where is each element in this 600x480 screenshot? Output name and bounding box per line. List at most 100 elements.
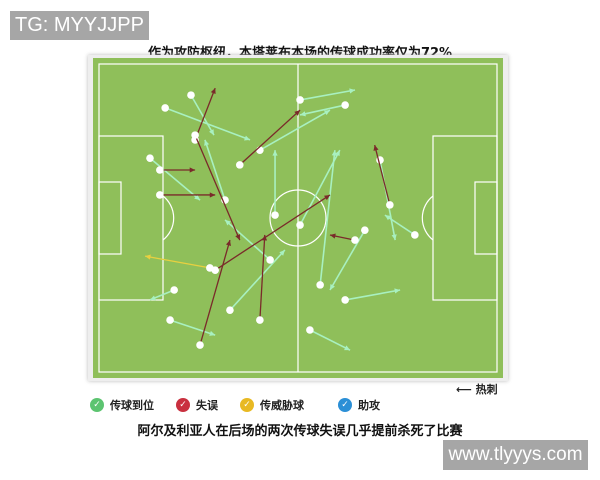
legend-key: ✓ 传威胁球 [240, 397, 304, 413]
right-penalty-arc [421, 195, 434, 241]
legend-label: 传球到位 [110, 399, 154, 412]
pass-origin [156, 166, 164, 174]
legend-miss: ✓ 失误 [176, 397, 218, 413]
pass-miss [214, 194, 331, 271]
site-watermark: www.tlyyys.com [443, 440, 588, 470]
legend-success: ✓ 传球到位 [90, 397, 154, 413]
pass-miss [194, 87, 216, 141]
pass-arrowhead [373, 145, 379, 151]
legend-label: 失误 [196, 399, 218, 412]
pass-miss [239, 109, 301, 166]
pass-origin [361, 226, 369, 234]
pass-miss [259, 234, 266, 321]
pass-arrowhead [391, 234, 397, 241]
pass-arrowhead [329, 233, 336, 239]
pass-key [144, 255, 210, 269]
pass-origin [206, 264, 214, 272]
pass-origin [187, 91, 195, 99]
center-circle [269, 189, 327, 247]
pass-arrowhead [344, 345, 351, 351]
pass-origin [341, 101, 349, 109]
pass-success [384, 214, 416, 236]
pass-success [164, 107, 251, 141]
pass-arrowhead [279, 250, 285, 256]
check-icon: ✓ [176, 398, 190, 412]
pass-arrowhead [329, 284, 335, 290]
check-icon: ✓ [90, 398, 104, 412]
pass-success [190, 94, 215, 136]
pass-arrowhead [384, 215, 391, 221]
pass-origin [170, 286, 178, 294]
pass-arrowhead [272, 150, 278, 156]
check-icon: ✓ [240, 398, 254, 412]
pass-arrowhead [194, 194, 201, 201]
pass-arrowhead [300, 111, 306, 117]
pass-success [149, 157, 201, 201]
pass-arrowhead [349, 88, 355, 94]
pass-success [169, 319, 216, 336]
legend-label: 助攻 [358, 399, 380, 412]
legend: ✓ 传球到位 ✓ 失误 ✓ 传威胁球 ✓ 助攻 [90, 397, 402, 413]
pass-arrowhead [261, 234, 268, 241]
pass-arrowhead [209, 330, 216, 336]
pass-origin [351, 236, 359, 244]
pass-origin [306, 326, 314, 334]
pass-success [329, 229, 366, 291]
pass-origin [296, 221, 304, 229]
pass-arrowhead [145, 254, 151, 260]
pass-arrowhead [294, 110, 301, 116]
caption: 阿尔及利亚人在后场的两次传球失误几乎提前杀死了比赛 [137, 424, 463, 439]
pass-arrowhead [204, 139, 210, 146]
left-goal-area [98, 181, 122, 255]
pass-arrowhead [323, 110, 330, 116]
pass-origin [161, 104, 169, 112]
pass-origin [256, 316, 264, 324]
pass-success [319, 150, 336, 285]
pass-arrowhead [334, 150, 340, 157]
pass-origin [386, 201, 394, 209]
pass-origin [411, 231, 419, 239]
pass-origin [166, 316, 174, 324]
watermark: TG: MYYJJPP [10, 11, 149, 40]
left-penalty-arc [162, 195, 175, 241]
legend-label: 传威胁球 [260, 399, 304, 412]
pass-origin [156, 191, 164, 199]
pass-arrowhead [225, 240, 231, 246]
pass-success [259, 109, 331, 151]
pass-arrowhead [209, 192, 216, 198]
pass-miss [199, 239, 231, 346]
pass-origin [316, 281, 324, 289]
pass-arrowhead [324, 194, 330, 201]
pass-arrowhead [225, 219, 231, 226]
pass-origin [191, 131, 199, 139]
pass-arrowhead [235, 234, 241, 241]
pass-arrowhead [208, 129, 214, 136]
pass-success [299, 104, 346, 116]
pass-miss [374, 144, 391, 206]
pass-arrowhead [189, 167, 196, 173]
pass-success [345, 289, 401, 301]
pass-origin [341, 296, 349, 304]
pass-origin [296, 96, 304, 104]
pass-miss [194, 134, 241, 241]
pass-arrowhead [210, 88, 216, 95]
pass-origin [266, 256, 274, 264]
pass-success [224, 219, 271, 261]
pass-origin [226, 306, 234, 314]
pass-origin [235, 161, 244, 169]
pass-arrowhead [149, 295, 156, 301]
legend-assist: ✓ 助攻 [338, 397, 380, 413]
pass-arrowhead [331, 150, 337, 156]
pass-arrowhead [244, 135, 251, 141]
pass-success [229, 249, 286, 311]
pass-success [299, 89, 356, 101]
pass-map [93, 58, 503, 378]
right-goal-area [474, 181, 498, 255]
pass-origin [196, 341, 204, 349]
pass-arrowhead [394, 288, 401, 294]
pitch-frame [88, 55, 508, 381]
direction-label: 热刺 [475, 383, 498, 396]
pass-origin [146, 154, 154, 162]
attack-direction: ⟵ 热刺 [456, 383, 498, 396]
check-icon: ✓ [338, 398, 352, 412]
